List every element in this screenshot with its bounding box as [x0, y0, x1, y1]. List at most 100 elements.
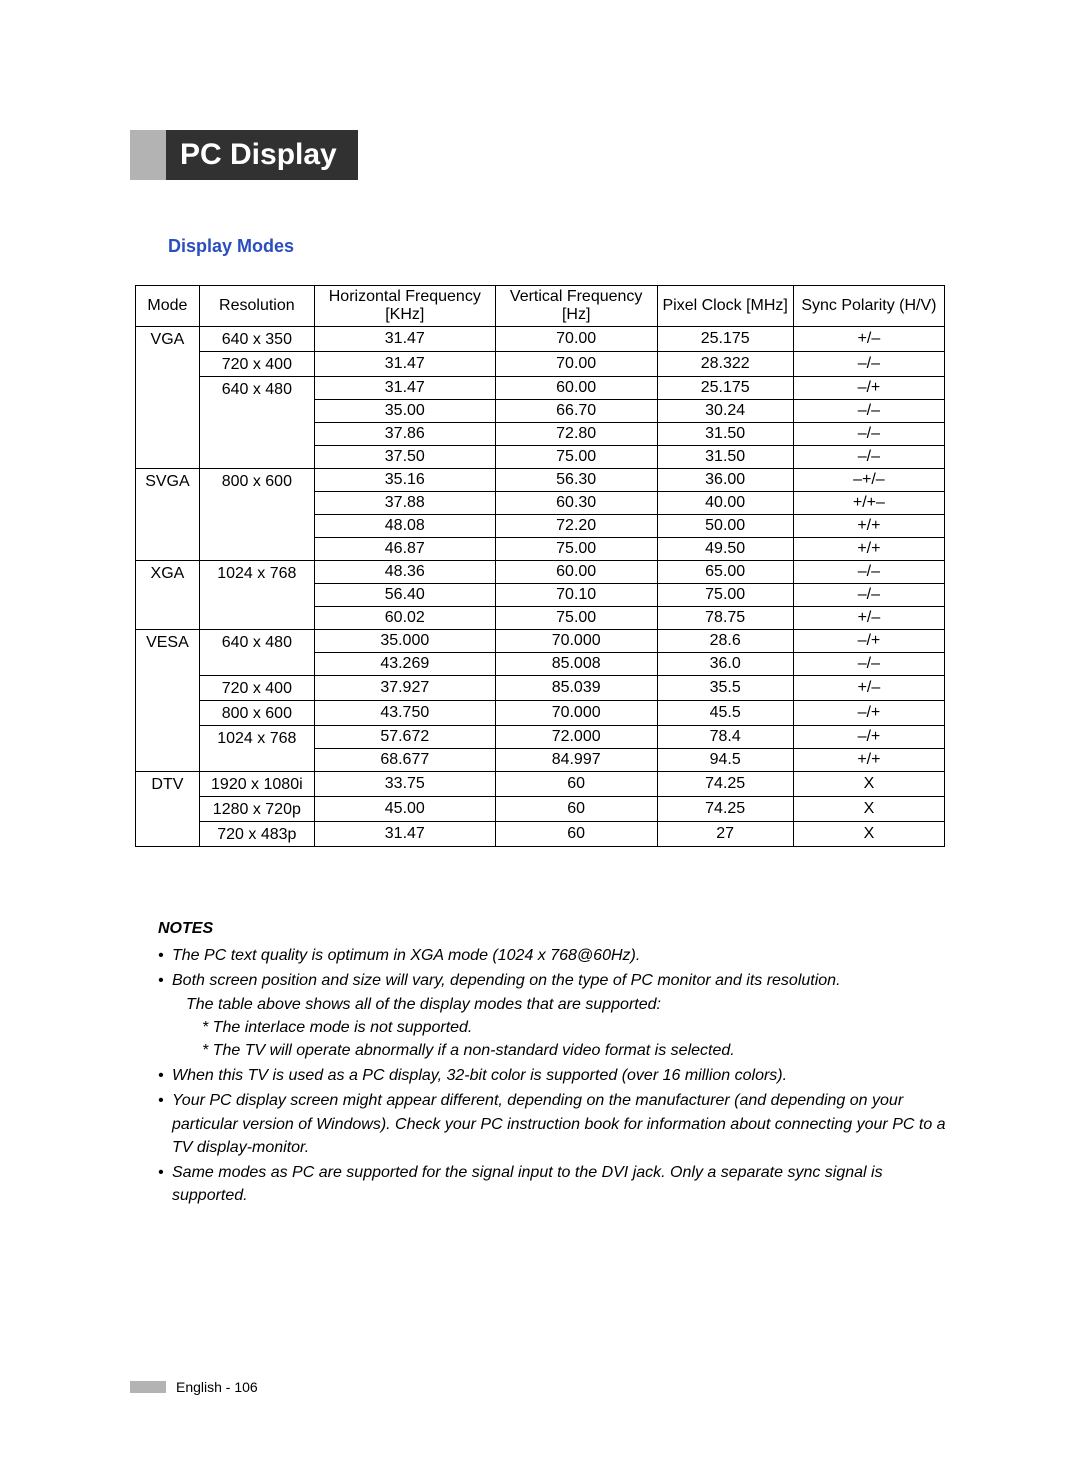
page-title: PC Display [166, 130, 358, 180]
resolution-cell: 1920 x 1080i [199, 772, 314, 797]
resolution-cell: 1024 x 768 [199, 561, 314, 630]
title-band: PC Display [130, 130, 950, 180]
display-modes-table: Mode Resolution Horizontal Frequency [KH… [135, 285, 945, 847]
value-cell: 57.672 [314, 726, 495, 749]
value-cell: +/– [793, 607, 944, 630]
table-row: 720 x 483p31.476027X [136, 822, 945, 847]
value-cell: 33.75 [314, 772, 495, 797]
notes-heading: NOTES [158, 917, 958, 940]
note-item: The PC text quality is optimum in XGA mo… [158, 944, 958, 967]
value-cell: –+/– [793, 469, 944, 492]
value-cell: 60.00 [495, 377, 657, 400]
value-cell: 35.5 [657, 676, 793, 701]
mode-cell: VGA [136, 327, 200, 469]
value-cell: 75.00 [657, 584, 793, 607]
value-cell: 70.00 [495, 327, 657, 352]
resolution-cell: 1280 x 720p [199, 797, 314, 822]
value-cell: 35.00 [314, 400, 495, 423]
value-cell: –/– [793, 584, 944, 607]
resolution-cell: 720 x 400 [199, 352, 314, 377]
value-cell: –/+ [793, 701, 944, 726]
note-subitem: * The interlace mode is not supported. [202, 1016, 958, 1039]
value-cell: 31.47 [314, 377, 495, 400]
value-cell: 27 [657, 822, 793, 847]
table-row: 800 x 60043.75070.00045.5–/+ [136, 701, 945, 726]
value-cell: 75.00 [495, 538, 657, 561]
value-cell: 35.16 [314, 469, 495, 492]
mode-cell: XGA [136, 561, 200, 630]
mode-cell: DTV [136, 772, 200, 847]
value-cell: 70.00 [495, 352, 657, 377]
value-cell: 60.00 [495, 561, 657, 584]
value-cell: 66.70 [495, 400, 657, 423]
value-cell: 84.997 [495, 749, 657, 772]
value-cell: 28.322 [657, 352, 793, 377]
value-cell: –/– [793, 400, 944, 423]
value-cell: 70.000 [495, 630, 657, 653]
value-cell: 37.927 [314, 676, 495, 701]
col-sync-polarity: Sync Polarity (H/V) [793, 286, 944, 327]
table-row: 1024 x 76857.67272.00078.4–/+ [136, 726, 945, 749]
value-cell: 56.40 [314, 584, 495, 607]
table-row: XGA1024 x 76848.3660.0065.00–/– [136, 561, 945, 584]
table-row: VGA640 x 35031.4770.0025.175+/– [136, 327, 945, 352]
value-cell: –/– [793, 653, 944, 676]
value-cell: 85.008 [495, 653, 657, 676]
value-cell: 60.30 [495, 492, 657, 515]
table-row: 720 x 40037.92785.03935.5+/– [136, 676, 945, 701]
value-cell: 78.4 [657, 726, 793, 749]
value-cell: 60 [495, 772, 657, 797]
value-cell: 31.47 [314, 352, 495, 377]
value-cell: 70.000 [495, 701, 657, 726]
value-cell: 56.30 [495, 469, 657, 492]
value-cell: 74.25 [657, 772, 793, 797]
resolution-cell: 1024 x 768 [199, 726, 314, 772]
table-row: 720 x 40031.4770.0028.322–/– [136, 352, 945, 377]
resolution-cell: 640 x 480 [199, 630, 314, 676]
value-cell: 37.88 [314, 492, 495, 515]
resolution-cell: 640 x 350 [199, 327, 314, 352]
value-cell: 25.175 [657, 377, 793, 400]
value-cell: –/+ [793, 726, 944, 749]
title-accent-block [130, 130, 166, 180]
value-cell: 25.175 [657, 327, 793, 352]
value-cell: 40.00 [657, 492, 793, 515]
value-cell: 31.50 [657, 446, 793, 469]
value-cell: +/+ [793, 515, 944, 538]
value-cell: –/– [793, 561, 944, 584]
value-cell: –/+ [793, 630, 944, 653]
mode-cell: VESA [136, 630, 200, 772]
value-cell: 75.00 [495, 607, 657, 630]
value-cell: X [793, 797, 944, 822]
value-cell: 31.47 [314, 822, 495, 847]
value-cell: –/– [793, 446, 944, 469]
value-cell: –/+ [793, 377, 944, 400]
note-item: Both screen position and size will vary,… [158, 969, 958, 1062]
note-item: Same modes as PC are supported for the s… [158, 1161, 958, 1207]
value-cell: 65.00 [657, 561, 793, 584]
value-cell: 28.6 [657, 630, 793, 653]
mode-cell: SVGA [136, 469, 200, 561]
value-cell: 43.750 [314, 701, 495, 726]
value-cell: 72.80 [495, 423, 657, 446]
value-cell: 48.08 [314, 515, 495, 538]
note-subitem: The table above shows all of the display… [186, 993, 958, 1016]
table-row: VESA640 x 48035.00070.00028.6–/+ [136, 630, 945, 653]
resolution-cell: 800 x 600 [199, 701, 314, 726]
value-cell: 94.5 [657, 749, 793, 772]
value-cell: 74.25 [657, 797, 793, 822]
value-cell: 50.00 [657, 515, 793, 538]
table-row: DTV1920 x 1080i33.756074.25X [136, 772, 945, 797]
page-footer: English - 106 [130, 1379, 258, 1395]
value-cell: 60 [495, 797, 657, 822]
col-pixel-clock: Pixel Clock [MHz] [657, 286, 793, 327]
footer-accent-bar [130, 1381, 166, 1393]
resolution-cell: 640 x 480 [199, 377, 314, 469]
value-cell: 60 [495, 822, 657, 847]
table-row: SVGA800 x 60035.1656.3036.00–+/– [136, 469, 945, 492]
value-cell: +/+ [793, 538, 944, 561]
value-cell: 45.5 [657, 701, 793, 726]
value-cell: 68.677 [314, 749, 495, 772]
value-cell: 36.0 [657, 653, 793, 676]
value-cell: 78.75 [657, 607, 793, 630]
